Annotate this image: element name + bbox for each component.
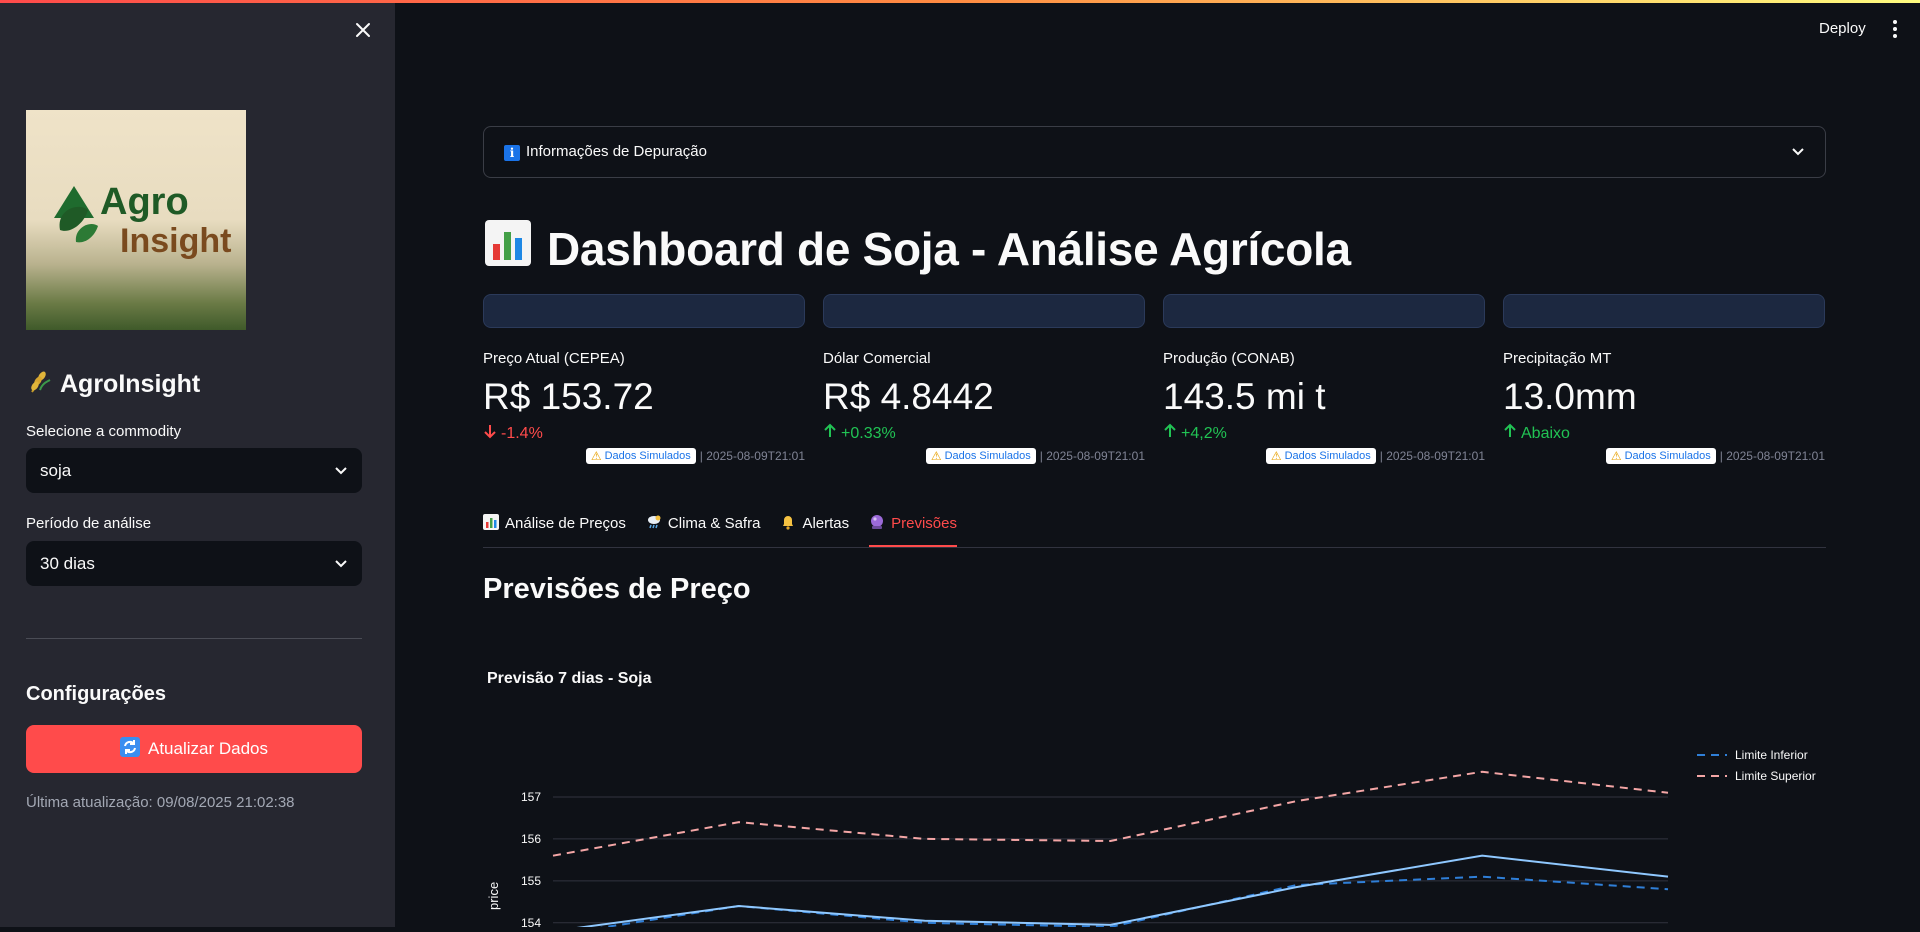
warning-icon: ⚠	[1610, 449, 1622, 463]
cloud-rain-icon	[646, 514, 662, 534]
metric-bar	[483, 294, 805, 328]
warning-icon: ⚠	[1270, 449, 1282, 463]
metric-value: R$ 4.8442	[823, 376, 994, 417]
svg-text:Insight: Insight	[120, 222, 231, 260]
debug-info-expander[interactable]: i Informações de Depuração	[483, 126, 1826, 178]
simulated-badge: ⚠ Dados Simulados	[585, 448, 696, 464]
y-tick-label: 156	[521, 832, 541, 846]
y-tick-label: 155	[521, 874, 541, 888]
commodity-select-value: soja	[40, 460, 72, 480]
refresh-data-button[interactable]: Atualizar Dados	[26, 725, 362, 773]
crystal-ball-icon	[869, 514, 885, 534]
tab-bar: Análise de Preços Clima & Safra Alertas …	[483, 510, 1826, 548]
agroinsight-logo: Agro Insight	[26, 110, 246, 330]
wheat-icon	[26, 368, 52, 401]
period-select[interactable]: 30 dias	[26, 541, 362, 586]
sidebar-heading: AgroInsight	[26, 368, 200, 401]
sidebar-divider	[26, 638, 362, 639]
arrow-up-icon	[1163, 423, 1177, 444]
metric-bar	[1503, 294, 1825, 328]
chevron-down-icon	[334, 461, 348, 481]
metric-timestamp: | 2025-08-09T21:01	[1379, 449, 1485, 463]
metric-precipitation: Precipitação MT 13.0mm Abaixo ⚠ Dados Sim…	[1503, 350, 1825, 464]
arrow-up-icon	[823, 423, 837, 444]
svg-text:Agro: Agro	[100, 181, 189, 223]
section-title: Previsões de Preço	[483, 573, 751, 605]
close-sidebar-icon[interactable]	[350, 17, 376, 43]
series-line-forecast	[552, 854, 1669, 932]
metric-value: 143.5 mi t	[1163, 376, 1326, 417]
tab-climate-harvest[interactable]: Clima & Safra	[646, 510, 760, 547]
chart-y-axis-label: price	[486, 882, 501, 910]
metric-price: Preço Atual (CEPEA) R$ 153.72 -1.4% ⚠ Dad…	[483, 350, 805, 464]
bar-chart-icon	[483, 218, 533, 279]
metric-bar	[1163, 294, 1485, 328]
sidebar: Agro Insight AgroInsight Selecione a com…	[0, 0, 395, 927]
series-line-limite-superior	[552, 770, 1669, 857]
simulated-badge: ⚠ Dados Simulados	[1605, 448, 1716, 464]
tab-alerts[interactable]: Alertas	[780, 510, 849, 547]
deploy-button[interactable]: Deploy	[1819, 20, 1866, 37]
metric-delta: -1.4%	[501, 424, 543, 442]
metric-delta: +4,2%	[1181, 424, 1227, 442]
metric-value: R$ 153.72	[483, 376, 654, 417]
page-title: Dashboard de Soja - Análise Agrícola	[483, 218, 1351, 279]
metric-label: Precipitação MT	[1503, 350, 1612, 367]
chart-title: Previsão 7 dias - Soja	[487, 670, 652, 687]
last-update-text: Última atualização: 09/08/2025 21:02:38	[26, 794, 295, 811]
more-menu-icon[interactable]	[1888, 18, 1902, 40]
y-tick-label: 154	[521, 916, 541, 927]
info-icon: i	[504, 144, 520, 161]
simulated-badge: ⚠ Dados Simulados	[925, 448, 1036, 464]
metric-timestamp: | 2025-08-09T21:01	[1039, 449, 1145, 463]
metric-production: Produção (CONAB) 143.5 mi t +4,2% ⚠ Dados…	[1163, 350, 1485, 464]
forecast-chart-svg: Previsão 7 dias - Soja price 157 156 155 15…	[486, 670, 1816, 932]
tab-forecasts[interactable]: Previsões	[869, 510, 957, 547]
metric-label: Preço Atual (CEPEA)	[483, 350, 625, 367]
bar-chart-icon	[483, 513, 499, 534]
metric-dollar: Dólar Comercial R$ 4.8442 +0.33% ⚠ Dados …	[823, 350, 1145, 464]
refresh-icon	[119, 736, 140, 762]
legend-label[interactable]: Limite Inferior	[1735, 748, 1808, 762]
metric-bar	[823, 294, 1145, 328]
metric-delta: Abaixo	[1521, 424, 1570, 442]
metric-label: Dólar Comercial	[823, 350, 931, 367]
warning-icon: ⚠	[590, 449, 602, 463]
warning-icon: ⚠	[930, 449, 942, 463]
config-heading: Configurações	[26, 683, 167, 705]
legend-label[interactable]: Limite Superior	[1735, 769, 1816, 783]
period-select-value: 30 dias	[40, 553, 95, 573]
metric-delta: +0.33%	[841, 424, 896, 442]
tab-price-analysis[interactable]: Análise de Preços	[483, 510, 626, 547]
metric-timestamp: | 2025-08-09T21:01	[699, 449, 805, 463]
metric-timestamp: | 2025-08-09T21:01	[1719, 449, 1825, 463]
forecast-chart: Previsão 7 dias - Soja price 157 156 155 15…	[483, 640, 1826, 932]
top-accent-bar	[0, 0, 1920, 3]
chevron-down-icon	[1791, 144, 1805, 161]
commodity-select[interactable]: soja	[26, 448, 362, 493]
debug-expander-label: Informações de Depuração	[526, 143, 707, 161]
chevron-down-icon	[334, 554, 348, 574]
metric-label: Produção (CONAB)	[1163, 350, 1295, 367]
period-label: Período de análise	[26, 515, 152, 532]
series-line-limite-inferior	[568, 875, 1669, 932]
bell-icon	[780, 514, 796, 534]
commodity-label: Selecione a commodity	[26, 423, 182, 440]
y-tick-label: 157	[521, 790, 541, 804]
simulated-badge: ⚠ Dados Simulados	[1265, 448, 1376, 464]
arrow-up-icon	[1503, 423, 1517, 444]
arrow-down-icon	[483, 423, 497, 444]
metric-value: 13.0mm	[1503, 376, 1637, 417]
